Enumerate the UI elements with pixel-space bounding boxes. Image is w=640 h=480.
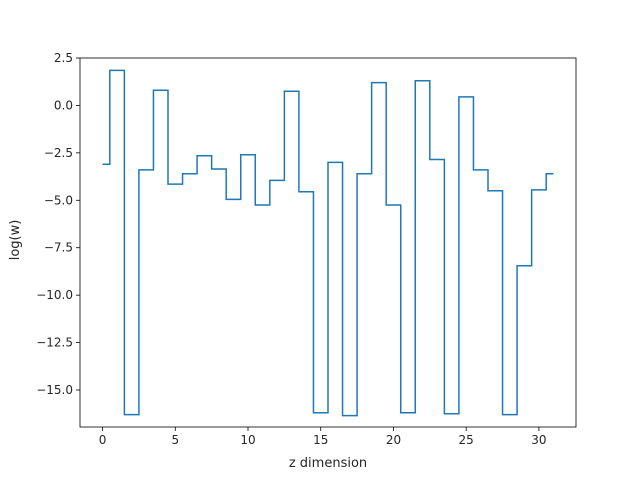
y-tick-label: −5.0 xyxy=(44,193,73,207)
series-layer xyxy=(102,69,554,417)
y-tick-label: −12.5 xyxy=(36,336,73,350)
y-tick-label: −2.5 xyxy=(44,146,73,160)
x-tick-label: 15 xyxy=(313,433,328,447)
x-axis-label: z dimension xyxy=(289,456,367,471)
y-tick-label: −15.0 xyxy=(36,383,73,397)
y-tick-label: 2.5 xyxy=(54,51,73,65)
x-tick-label: 20 xyxy=(386,433,401,447)
x-tick-label: 30 xyxy=(531,433,546,447)
x-tick-label: 25 xyxy=(459,433,474,447)
y-tick-label: −10.0 xyxy=(36,288,73,302)
y-axis-label: log(w) xyxy=(8,220,23,261)
x-tick-label: 10 xyxy=(240,433,255,447)
x-axis-ticks: 0 5 10 15 20 25 30 xyxy=(99,427,547,447)
y-axis-ticks: 2.5 0.0 −2.5 −5.0 −7.5 −10.0 −12.5 −15.0 xyxy=(36,51,80,397)
axes-frame xyxy=(79,57,577,428)
series-line-0 xyxy=(102,69,554,417)
y-tick-label: 0.0 xyxy=(54,98,73,112)
y-tick-label: −7.5 xyxy=(44,241,73,255)
x-tick-label: 0 xyxy=(99,433,107,447)
x-tick-label: 5 xyxy=(171,433,179,447)
